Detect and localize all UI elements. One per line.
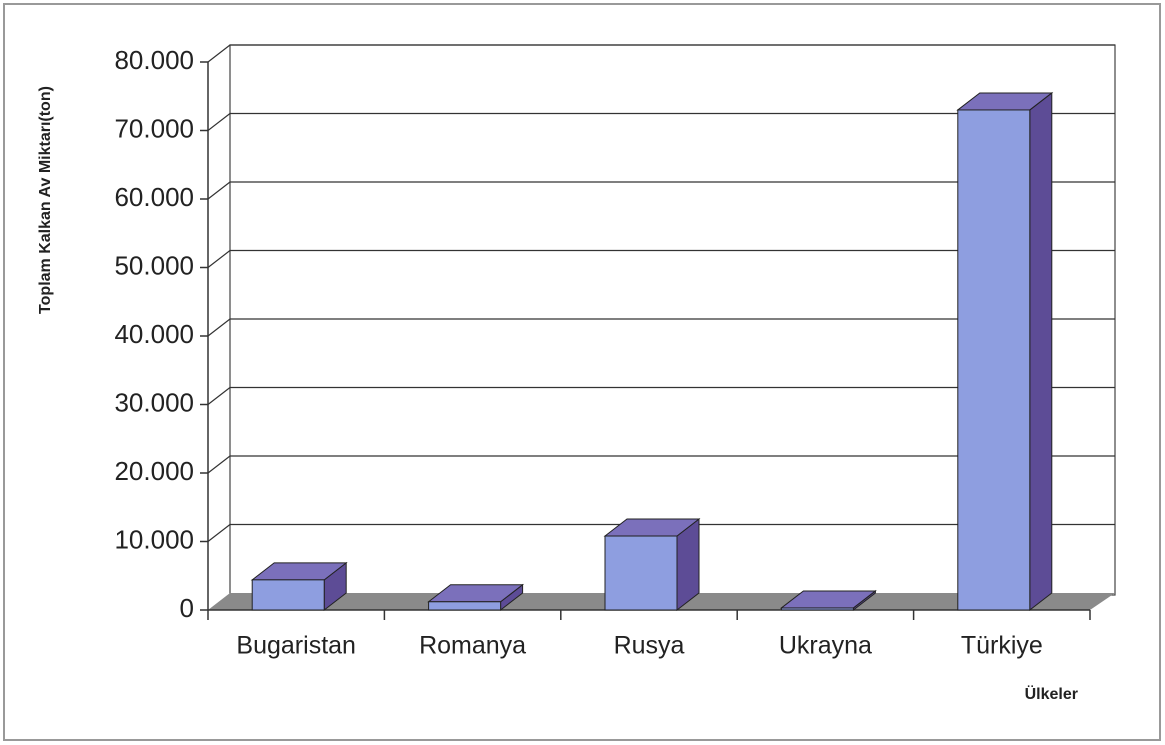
bar-side <box>1029 91 1053 612</box>
x-axis-title: Ülkeler <box>1025 684 1078 703</box>
x-tick-label: Rusya <box>614 632 685 660</box>
x-tick-label: Ukrayna <box>779 632 872 660</box>
y-tick-label: 40.000 <box>114 319 194 349</box>
grid-line <box>207 181 1115 200</box>
y-tick-label: 50.000 <box>114 250 194 280</box>
y-tick-label: 10.000 <box>114 524 194 554</box>
bar <box>780 607 854 611</box>
grid-line <box>207 249 1115 268</box>
y-axis-title: Toplam Kalkan Av Miktarı(ton) <box>37 86 54 314</box>
grid-line <box>207 112 1115 131</box>
grid-line <box>207 318 1115 337</box>
bar <box>251 579 325 611</box>
bar <box>604 535 678 611</box>
grid-line <box>207 455 1115 474</box>
grid-line <box>207 386 1115 405</box>
x-tick-label: Türkiye <box>961 632 1043 660</box>
x-tick-label: Romanya <box>419 632 526 660</box>
bar <box>957 109 1031 611</box>
y-tick-label: 30.000 <box>114 387 194 417</box>
y-tick-label: 0 <box>180 593 194 623</box>
grid-line <box>207 44 1115 63</box>
grid-line <box>207 523 1115 542</box>
y-tick-label: 70.000 <box>114 113 194 143</box>
y-tick-label: 20.000 <box>114 456 194 486</box>
y-tick-label: 60.000 <box>114 182 194 212</box>
bar <box>428 601 502 611</box>
y-tick-label: 80.000 <box>114 45 194 75</box>
x-tick-label: Bugaristan <box>236 632 356 660</box>
